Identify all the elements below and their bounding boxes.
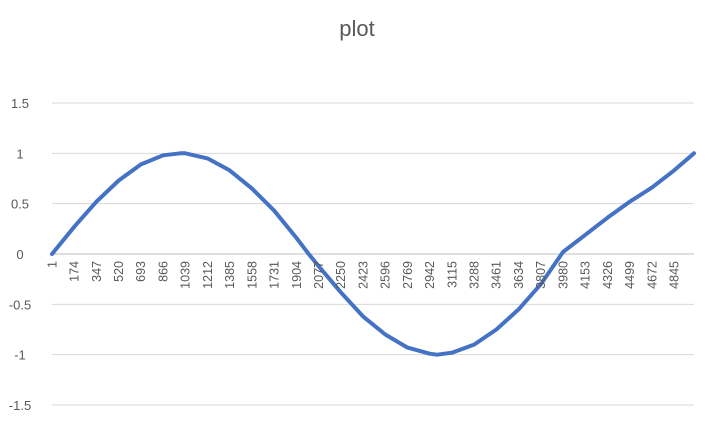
x-tick-label: 1 [45,261,59,268]
y-tick-label: 0.5 [11,197,29,212]
series-layer [50,151,696,357]
x-tick-label: 3807 [534,261,548,289]
x-tick-label: 4499 [623,261,637,289]
x-tick-label: 1385 [223,261,237,289]
x-tick-label: 520 [112,261,126,282]
gridlines [52,102,694,406]
x-tick-label: 2769 [401,261,415,289]
chart-title: plot [339,16,374,41]
x-tick-label: 2596 [379,261,393,289]
x-tick-label: 1039 [179,261,193,289]
x-tick-label: 347 [90,261,104,282]
x-tick-label: 866 [156,261,170,282]
series-line [50,151,696,357]
x-tick-label: 3115 [445,261,459,288]
x-tick-label: 2942 [423,261,437,289]
x-tick-label: 2077 [312,261,326,289]
y-tick-label: 0 [16,247,23,262]
x-tick-label: 2423 [356,261,370,289]
x-tick-label: 4672 [645,261,659,289]
y-tick-label: 1 [16,146,23,161]
x-tick-label: 4153 [579,261,593,289]
y-axis-tick-labels: 1.5 1 0.5 0 -0.5 -1 -1.5 [9,96,31,413]
x-tick-label: 4326 [601,261,615,289]
x-tick-label: 1212 [201,261,215,289]
x-tick-label: 3980 [556,261,570,289]
y-tick-label: -1.5 [9,398,31,413]
x-tick-label: 4845 [667,261,681,289]
x-tick-label: 693 [134,261,148,282]
y-tick-label: -1 [14,348,26,363]
x-tick-label: 1731 [268,261,282,289]
x-tick-label: 2250 [334,261,348,289]
x-tick-label: 3461 [490,261,504,289]
y-tick-label: -0.5 [9,297,31,312]
x-axis-tick-labels: 1 174 347 520 693 866 1039 1212 1385 1558 1731 1904… [45,261,681,289]
x-tick-label: 174 [68,261,82,282]
x-tick-label: 1904 [290,261,304,289]
x-tick-label: 3288 [468,261,482,289]
y-tick-label: 1.5 [11,96,29,111]
x-tick-label: 1558 [245,261,259,289]
x-tick-label: 3634 [512,261,526,289]
